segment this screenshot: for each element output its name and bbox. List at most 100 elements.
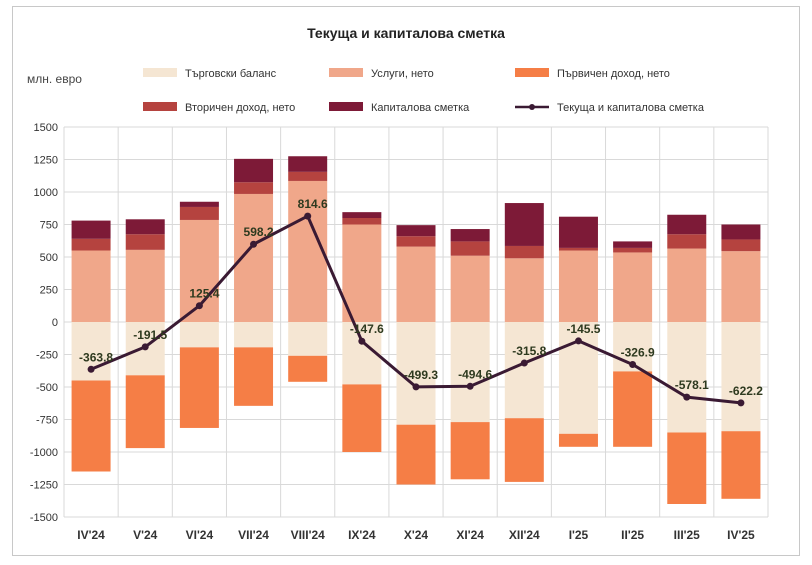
data-label: -494.6 [458,367,492,381]
legend-marker [529,104,535,110]
y-tick-label: 1500 [34,122,58,134]
legend-item: Капиталова сметка [329,102,470,114]
chart: Текуща и капиталова сметка млн. евро Тър… [27,25,769,542]
x-tick-label: III'25 [674,528,701,542]
legend-swatch [143,102,177,111]
bar-segment [613,241,653,248]
line-point [466,382,474,390]
line-point [412,383,420,391]
x-tick-label: IV'24 [77,528,105,542]
data-label: -191.5 [133,328,167,342]
data-label: 598.2 [244,225,274,239]
x-tick-label: VII'24 [238,528,269,542]
bar-segment [71,380,111,472]
line-point [737,399,745,407]
legend-label: Вторичен доход, нето [185,102,295,114]
legend-swatch [329,102,363,111]
bar-segment [396,225,436,237]
line-point [195,302,203,310]
bar-segment [667,432,707,504]
legend-item: Първичен доход, нето [515,68,670,80]
bar-segment [125,219,165,235]
bar-segment [125,234,165,250]
legend-label: Първичен доход, нето [557,68,670,80]
line-point [87,365,95,373]
legend-label: Услуги, нето [371,68,434,80]
y-tick-label: -250 [36,350,58,362]
bar-segment [396,236,436,247]
bar-segment [721,431,761,499]
bar-segment [504,245,544,259]
legend-swatch [329,68,363,77]
bar-segment [613,371,653,447]
bar-segment [450,241,490,256]
legend-swatch [143,68,177,77]
bar-segment [234,347,274,406]
x-tick-label: X'24 [404,528,429,542]
y-tick-label: -500 [36,382,58,394]
data-label: 814.6 [298,197,328,211]
y-tick-label: 500 [40,252,58,264]
line-point [629,360,637,368]
y-tick-label: -750 [36,415,58,427]
bar-segment [342,224,382,322]
x-tick-label: VI'24 [186,528,214,542]
bar-segment [71,250,111,322]
bar-segment [342,212,382,218]
bar-segment [234,158,274,183]
data-label: -499.3 [404,368,438,382]
line-point [250,240,258,248]
y-tick-label: 750 [40,220,58,232]
y-tick-label: 0 [52,317,58,329]
y-tick-label: -1000 [30,447,58,459]
chart-title: Текуща и капиталова сметка [307,25,505,41]
bar-segment [721,251,761,322]
data-label: -622.2 [729,384,763,398]
bar-segment [288,180,328,322]
bar-segment [288,156,328,172]
legend-item: Текуща и капиталова сметка [515,102,705,114]
legend-label: Капиталова сметка [371,102,470,114]
bar-segment [558,247,598,251]
x-tick-label: II'25 [621,528,644,542]
bar-segment [288,171,328,181]
bar-segment [558,250,598,322]
x-tick-label: IV'25 [727,528,755,542]
bar-segment [342,218,382,225]
bar-segment [234,322,274,348]
bar-segment [179,201,219,207]
bar-segment [667,322,707,433]
line-point [304,212,312,220]
bar-segment [558,216,598,248]
bar-segment [396,246,436,322]
bar-segment [504,203,544,246]
bar-segment [667,248,707,322]
line-point [683,393,691,401]
legend-label: Текуща и капиталова сметка [557,102,705,114]
x-tick-label: VIII'24 [291,528,326,542]
bar-segment [450,229,490,242]
bar-segment [667,214,707,235]
bar-segment [450,322,490,423]
bars [71,156,761,504]
bar-segment [721,224,761,240]
y-tick-label: 1000 [34,187,58,199]
y-tick-label: 250 [40,285,58,297]
bar-segment [450,422,490,480]
legend-item: Търговски баланс [143,68,277,80]
data-label: -147.6 [350,322,384,336]
x-tick-label: IX'24 [348,528,376,542]
bar-segment [71,220,111,239]
bar-segment [288,322,328,356]
data-label: -145.5 [566,322,600,336]
total-line [87,212,745,407]
x-tick-label: V'24 [133,528,158,542]
bar-segment [721,239,761,252]
bar-segment [179,206,219,220]
bar-segment [613,252,653,322]
data-labels: -363.8 -191.5 125.4 598.2 814.6 -147.6 -499.3 -… [79,197,763,398]
bar-segment [179,347,219,428]
data-label: 125.4 [189,287,219,301]
bar-segment [558,433,598,447]
bar-segment [667,234,707,249]
